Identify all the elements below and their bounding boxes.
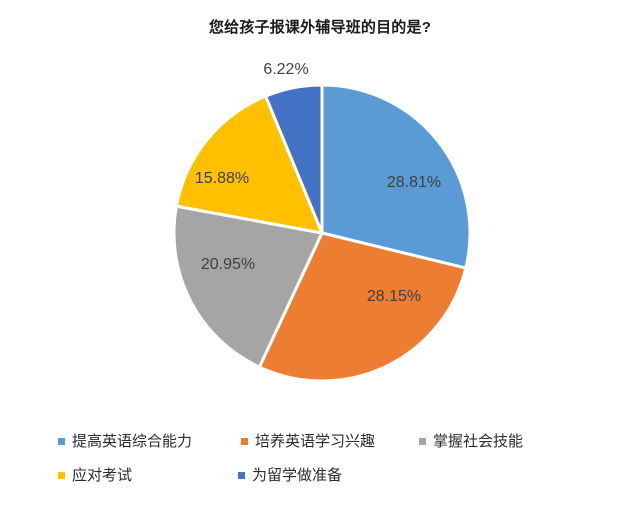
pie-slice-group: [172, 83, 472, 383]
legend-item-peiyang-yingyu-xuexi-xingqu[interactable]: 培养英语学习兴趣: [241, 434, 419, 449]
legend-item-label: 提高英语综合能力: [72, 432, 193, 450]
pie-slice-value-label: 6.22%: [263, 61, 308, 78]
square-marker-icon: [58, 437, 65, 445]
legend-item-wei-liuxue-zuo-zhunbei[interactable]: 为留学做准备: [238, 468, 342, 483]
pie-slice-value-label: 20.95%: [201, 256, 255, 273]
pie-slice-value-label: 28.81%: [387, 174, 441, 191]
chart-title: 您给孩子报课外辅导班的目的是?: [208, 19, 432, 36]
pie-svg: 28.81% 28.15% 20.95% 15.88% 6.22%: [172, 61, 472, 383]
pie-slice-value-label: 15.88%: [195, 170, 249, 187]
legend-item-yingdui-kaoshi[interactable]: 应对考试: [58, 468, 238, 483]
pie-slice[interactable]: [257, 231, 468, 383]
pie-slice[interactable]: [174, 94, 324, 235]
square-marker-icon: [419, 437, 426, 445]
legend-row-1: 提高英语综合能力 培养英语学习兴趣 掌握社会技能: [0, 424, 640, 458]
legend-item-label: 为留学做准备: [252, 466, 343, 484]
legend-item-label: 掌握社会技能: [433, 432, 524, 450]
square-marker-icon: [58, 471, 65, 479]
legend-item-label: 应对考试: [72, 466, 133, 484]
legend-item-tigao-yingyu-zonghe-nengli[interactable]: 提高英语综合能力: [58, 434, 241, 449]
pie-slice[interactable]: [264, 83, 324, 235]
legend-row-2: 应对考试 为留学做准备: [0, 458, 640, 492]
pie-label-group: 28.81% 28.15% 20.95% 15.88% 6.22%: [195, 61, 441, 305]
chart-plot-area: 28.81% 28.15% 20.95% 15.88% 6.22%: [0, 46, 640, 416]
legend-item-label: 培养英语学习兴趣: [255, 432, 376, 450]
legend-item-zhangwo-shehui-jineng[interactable]: 掌握社会技能: [419, 434, 523, 449]
square-marker-icon: [238, 471, 245, 479]
pie-slice[interactable]: [320, 83, 472, 270]
chart-legend: 提高英语综合能力 培养英语学习兴趣 掌握社会技能 应对考试 为留学做准备: [0, 424, 640, 504]
pie-slice[interactable]: [172, 204, 324, 369]
square-marker-icon: [241, 437, 248, 445]
pie-slice-value-label: 28.15%: [367, 288, 421, 305]
